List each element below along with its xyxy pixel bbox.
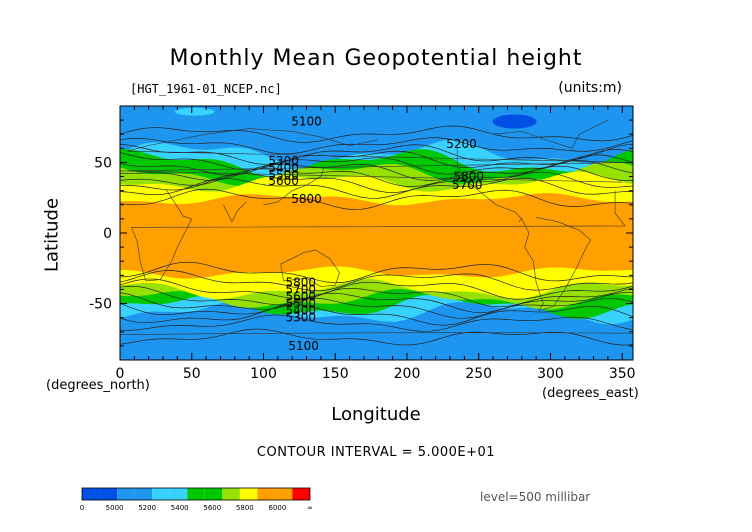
contour-label: 5700	[286, 282, 317, 296]
colorbar-label: 5400	[171, 504, 189, 512]
contour-line	[120, 278, 633, 300]
colorbar: 0 5000 5200 5400 5600 5800 6000 ∞	[80, 487, 313, 512]
colorbar-cell	[204, 488, 223, 500]
y-tick-label: 0	[103, 226, 112, 242]
polar-low	[492, 114, 537, 129]
contour-line	[120, 285, 633, 308]
contour-label: 5300	[286, 311, 317, 325]
colorbar-label: 6000	[269, 504, 287, 512]
contour-label: 5600	[286, 290, 317, 304]
x-unit-label-right: (degrees_east)	[542, 386, 639, 401]
y-tick-label: -50	[89, 297, 112, 313]
contour-line	[120, 143, 633, 165]
coastline	[120, 128, 630, 183]
colorbar-cell	[187, 488, 205, 500]
coastline	[120, 332, 633, 335]
contour-line	[120, 328, 633, 346]
contour-label: 5200	[446, 137, 477, 151]
colorbar-cell	[274, 488, 293, 500]
contour-label: 5800	[291, 192, 322, 206]
contour-label: 5800	[286, 275, 317, 289]
contour-label: 5100	[288, 339, 319, 353]
contour-line	[120, 291, 633, 314]
units-label: (units:m)	[558, 80, 622, 96]
x-tick-label: 300	[537, 366, 564, 382]
contour-line	[120, 270, 633, 292]
colorbar-cell	[239, 488, 258, 500]
contour-band	[120, 193, 633, 279]
contour-label: 5400	[286, 304, 317, 318]
x-tick-label: 50	[183, 366, 201, 382]
contour-line	[120, 177, 633, 199]
colorbar-label: ∞	[307, 504, 313, 512]
contour-label: 5600	[268, 174, 299, 188]
x-tick-label: 100	[250, 366, 277, 382]
contour-line	[120, 304, 633, 326]
file-label: [HGT_1961-01_NCEP.nc]	[130, 82, 282, 96]
colorbar-label: 5600	[203, 504, 221, 512]
contour-line	[120, 188, 633, 210]
colorbar-cell	[82, 488, 100, 500]
colorbar-frame	[81, 487, 311, 501]
colorbar-cell	[117, 488, 135, 500]
colorbar-cell	[152, 488, 170, 500]
coastline	[456, 148, 523, 222]
contour-label: 5100	[291, 115, 322, 129]
contour-line	[120, 125, 633, 143]
contour-label: 5500	[268, 168, 299, 182]
contour-label: 5500	[286, 297, 317, 311]
contour-label: 5800	[453, 170, 484, 184]
coastline	[131, 189, 626, 282]
coastline	[280, 249, 340, 287]
chart-title: Monthly Mean Geopotential height	[169, 46, 583, 71]
contour-line	[120, 165, 633, 187]
colorbar-cell	[292, 488, 310, 500]
y-tick-label: 50	[94, 155, 112, 171]
contour-line	[120, 171, 633, 193]
contour-line	[120, 297, 633, 319]
contour-line	[120, 314, 633, 332]
level-label: level=500 millibar	[480, 490, 591, 504]
colorbar-cell	[169, 488, 188, 500]
colorbar-cell	[222, 488, 240, 500]
x-unit-label-left: (degrees_north)	[46, 378, 150, 393]
colorbar-label: 5000	[106, 504, 124, 512]
x-axis-label: Longitude	[331, 404, 421, 425]
contour-line	[120, 261, 633, 284]
colorbar-label: 0	[80, 504, 84, 512]
coastline	[521, 217, 592, 312]
contour-label: 5400	[268, 161, 299, 175]
colorbar-cell	[257, 488, 275, 500]
colorbar-cell	[99, 488, 118, 500]
contour-label: 5300	[268, 154, 299, 168]
coastline	[493, 119, 609, 149]
x-tick-label: 150	[322, 366, 349, 382]
x-tick-label: 200	[394, 366, 421, 382]
contour-line	[120, 154, 633, 176]
contour-label: 5700	[452, 178, 483, 192]
axes: 0 50 100 150 200 250 300 350 -50 0 50	[89, 105, 636, 382]
x-tick-label: 350	[609, 366, 636, 382]
colorbar-label: 5200	[138, 504, 156, 512]
contour-line	[120, 149, 633, 171]
coastline	[263, 167, 325, 206]
x-tick-label: 250	[465, 366, 492, 382]
contour-line	[120, 137, 633, 155]
colorbar-cell	[134, 488, 153, 500]
polar-shade	[174, 107, 215, 116]
contour-interval: CONTOUR INTERVAL = 5.000E+01	[256, 445, 496, 460]
x-tick-label: 0	[116, 366, 125, 382]
colorbar-label: 5800	[236, 504, 254, 512]
coastline	[223, 201, 247, 223]
